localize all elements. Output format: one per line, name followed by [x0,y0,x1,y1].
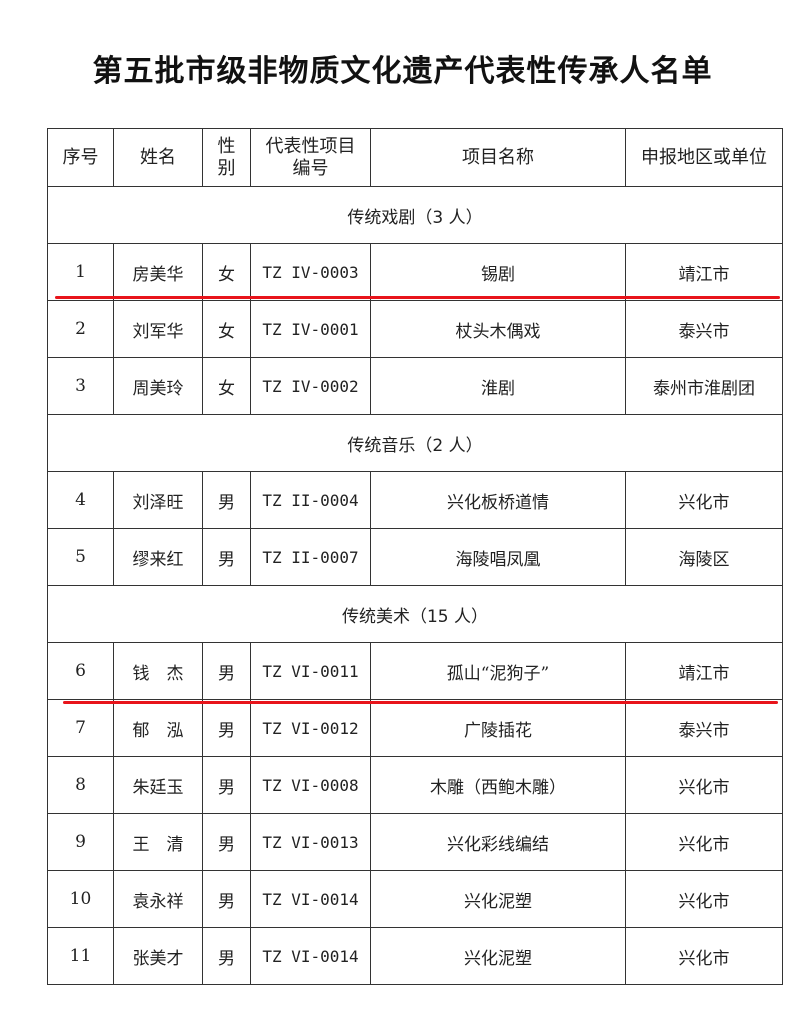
row-unit: 泰兴市 [625,300,783,358]
row-project: 木雕（西鲍木雕） [370,756,626,814]
row-unit: 兴化市 [625,471,783,529]
row-name: 周美玲 [113,357,203,415]
row-name: 张美才 [113,927,203,985]
header-name: 姓名 [113,128,203,187]
row-no: 2 [47,300,114,358]
row-code: TZ IV-0003 [250,243,371,301]
row-code: TZ VI-0008 [250,756,371,814]
row-name: 朱廷玉 [113,756,203,814]
row-gender: 男 [202,642,251,700]
row-code: TZ VI-0014 [250,927,371,985]
table-row: 10 袁永祥男 TZ VI-0014 兴化泥塑 兴化市 [47,870,783,928]
row-unit: 靖江市 [625,642,783,700]
table-row: 3 周美玲女 TZ IV-0002 淮剧 泰州市淮剧团 [47,357,783,415]
header-code-line2: 编号 [292,157,329,179]
row-no: 10 [47,870,114,928]
row-no: 4 [47,471,114,529]
row-unit: 靖江市 [625,243,783,301]
row-unit: 兴化市 [625,870,783,928]
row-code: TZ VI-0011 [250,642,371,700]
row-no: 7 [47,699,114,757]
row-code: TZ VI-0012 [250,699,371,757]
header-code-line1: 代表性项目 [265,135,356,157]
row-no: 11 [47,927,114,985]
row-code: TZ IV-0002 [250,357,371,415]
row-unit: 兴化市 [625,756,783,814]
header-project: 项目名称 [370,128,626,187]
section-title: 传统音乐（2 人） [47,414,783,472]
row-name: 郁 泓 [113,699,203,757]
row-unit: 兴化市 [625,813,783,871]
row-no: 1 [47,243,114,301]
row-gender: 男 [202,699,251,757]
row-code: TZ VI-0013 [250,813,371,871]
table-row: 8 朱廷玉男 TZ VI-0008 木雕（西鲍木雕） 兴化市 [47,756,783,814]
row-name: 钱 杰 [113,642,203,700]
row-name: 刘泽旺 [113,471,203,529]
header-gender-line1: 性 [217,135,236,157]
table-row: 5 缪来红男 TZ II-0007 海陵唱凤凰 海陵区 [47,528,783,586]
row-code: TZ II-0004 [250,471,371,529]
section-title: 传统美术（15 人） [47,585,783,643]
row-project: 兴化泥塑 [370,870,626,928]
document-title: 第五批市级非物质文化遗产代表性传承人名单 [92,54,713,89]
row-gender: 男 [202,870,251,928]
row-no: 8 [47,756,114,814]
row-code: TZ II-0007 [250,528,371,586]
row-no: 3 [47,357,114,415]
header-no: 序号 [47,128,114,187]
row-project: 锡剧 [370,243,626,301]
row-name: 刘军华 [113,300,203,358]
row-name: 王 清 [113,813,203,871]
red-underline-row-6 [63,701,778,704]
row-project: 淮剧 [370,357,626,415]
row-no: 6 [47,642,114,700]
table-row: 11 张美才男 TZ VI-0014 兴化泥塑 兴化市 [47,927,783,985]
section-row: 传统音乐（2 人） [47,414,783,472]
row-name: 缪来红 [113,528,203,586]
row-gender: 男 [202,756,251,814]
row-project: 兴化彩线编结 [370,813,626,871]
section-title: 传统戏剧（3 人） [47,186,783,244]
row-name: 房美华 [113,243,203,301]
row-gender: 男 [202,927,251,985]
row-unit: 泰兴市 [625,699,783,757]
section-row: 传统戏剧（3 人） [47,186,783,244]
row-code: TZ IV-0001 [250,300,371,358]
row-unit: 海陵区 [625,528,783,586]
header-gender-line2: 别 [217,157,236,179]
row-code: TZ VI-0014 [250,870,371,928]
row-project: 兴化泥塑 [370,927,626,985]
row-gender: 男 [202,813,251,871]
table-row: 1 房美华女 TZ IV-0003 锡剧 靖江市 [47,243,783,301]
row-unit: 兴化市 [625,927,783,985]
header-unit: 申报地区或单位 [625,128,783,187]
row-gender: 女 [202,300,251,358]
row-gender: 男 [202,528,251,586]
row-project: 杖头木偶戏 [370,300,626,358]
row-project: 兴化板桥道情 [370,471,626,529]
header-gender: 性别 [202,128,251,187]
row-unit: 泰州市淮剧团 [625,357,783,415]
row-project: 广陵插花 [370,699,626,757]
row-gender: 女 [202,243,251,301]
table-row: 4 刘泽旺男 TZ II-0004 兴化板桥道情 兴化市 [47,471,783,529]
row-project: 海陵唱凤凰 [370,528,626,586]
row-name: 袁永祥 [113,870,203,928]
row-project: 孤山“泥狗子” [370,642,626,700]
red-underline-row-1 [55,296,780,299]
inheritors-table: 序号 姓名 性别 代表性项目 编号 项目名称 申报地区或单位 传统戏剧（3 人） 1… [47,128,783,985]
section-row: 传统美术（15 人） [47,585,783,643]
header-code: 代表性项目 编号 [250,128,371,187]
row-no: 5 [47,528,114,586]
table-row: 2 刘军华女 TZ IV-0001 杖头木偶戏 泰兴市 [47,300,783,358]
table-header-row: 序号 姓名 性别 代表性项目 编号 项目名称 申报地区或单位 [47,128,783,187]
row-no: 9 [47,813,114,871]
row-gender: 男 [202,471,251,529]
row-gender: 女 [202,357,251,415]
